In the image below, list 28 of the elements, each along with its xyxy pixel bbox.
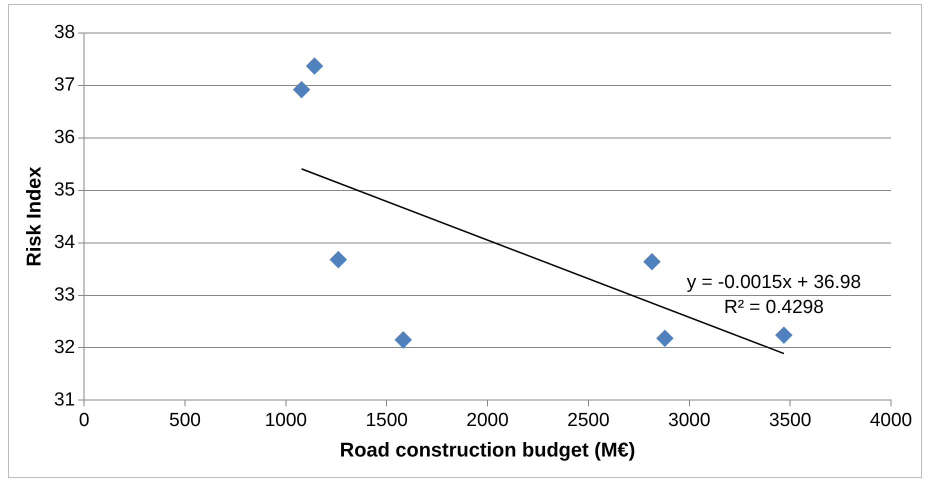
y-tick-label: 34 <box>54 232 76 254</box>
y-tick-label: 36 <box>54 127 76 148</box>
annotation: y = -0.0015x + 36.98 <box>686 272 862 294</box>
y-tick-label: 38 <box>54 22 76 44</box>
point <box>775 326 792 344</box>
point <box>330 251 347 268</box>
y-tick-label: 31 <box>54 389 76 410</box>
x-tick-label: 500 <box>169 410 201 431</box>
point <box>293 81 310 98</box>
x-tick-label: 3000 <box>668 410 710 431</box>
x-tick-label: 4000 <box>870 410 912 431</box>
x-tick-label: 0 <box>78 410 90 431</box>
point <box>306 58 323 75</box>
x-axis-title: Road construction budget (M€) <box>340 440 636 462</box>
y-tick-label: 33 <box>54 284 76 306</box>
annotation: R² = 0.4298 <box>724 297 824 318</box>
x-tick-label: 1500 <box>366 410 408 431</box>
x-tick-label: 3500 <box>769 410 812 431</box>
point <box>656 330 674 347</box>
x-tick-label: 1000 <box>264 410 307 431</box>
y-tick-label: 32 <box>54 336 76 358</box>
y-tick-label: 37 <box>54 74 76 96</box>
y-tick-label: 35 <box>54 180 76 201</box>
point <box>394 331 412 348</box>
x-tick-label: 2000 <box>466 410 509 431</box>
y-axis-title: Risk Index <box>24 166 46 267</box>
point <box>643 253 660 270</box>
x-tick-label: 2500 <box>567 410 610 431</box>
